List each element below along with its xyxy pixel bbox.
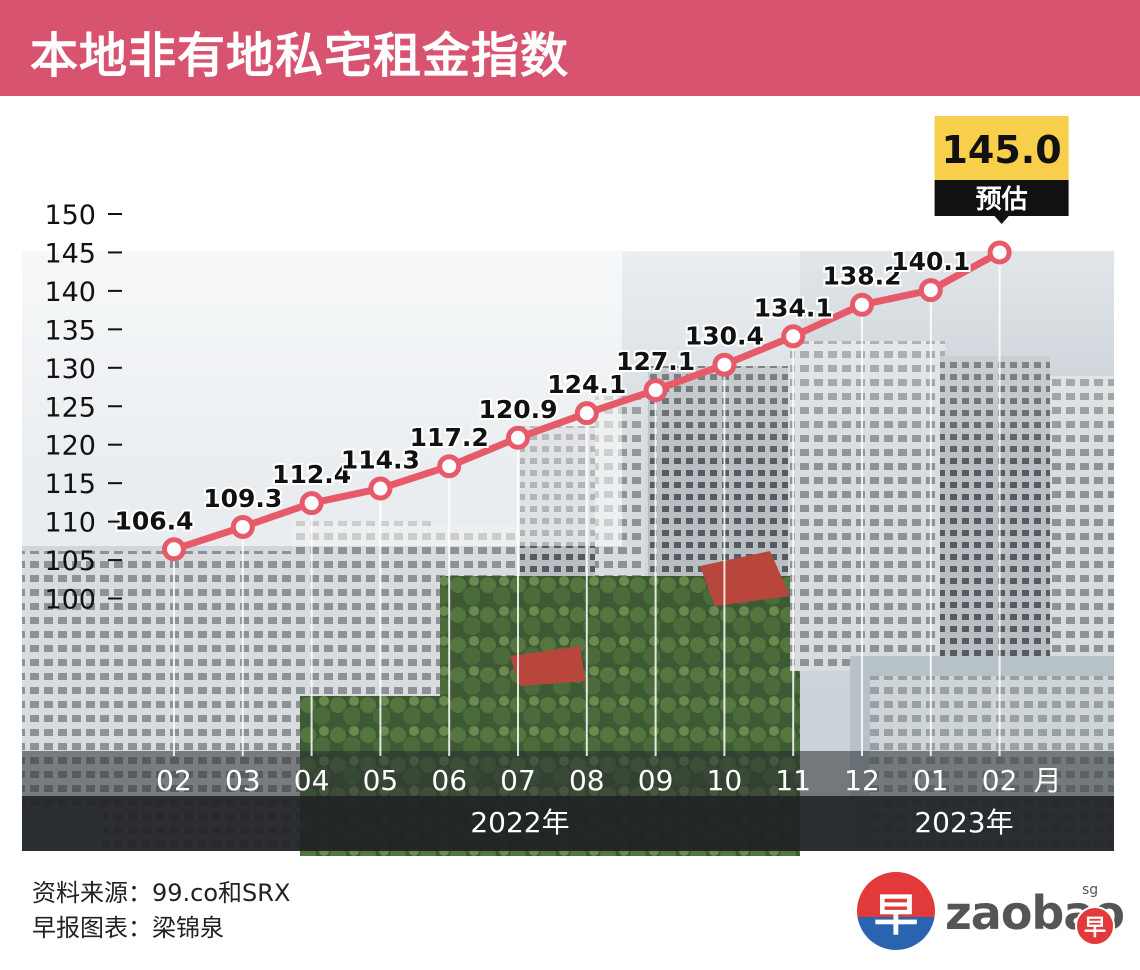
y-tick-label: 140 — [44, 277, 96, 308]
y-tick-label: 105 — [44, 546, 96, 577]
x-tick-label: 05 — [363, 764, 399, 797]
chart-title: 本地非有地私宅租金指数 — [30, 28, 570, 84]
x-unit-label: 月 — [1034, 764, 1062, 797]
year-label: 2022年 — [470, 806, 569, 839]
data-point — [643, 378, 668, 403]
data-label: 117.2 — [410, 423, 489, 452]
logo-badge-icon: 早 — [1075, 906, 1115, 946]
background-photo — [22, 96, 1114, 856]
data-point — [506, 425, 530, 450]
estimate-pointer — [993, 215, 1010, 224]
y-tick-label: 120 — [44, 431, 96, 462]
x-tick-label: 10 — [707, 764, 743, 797]
y-tick-label: 135 — [44, 315, 96, 346]
y-tick-label: 110 — [44, 508, 96, 539]
header-banner: 本地非有地私宅租金指数 — [0, 0, 1140, 96]
x-tick-label: 07 — [500, 764, 536, 797]
y-tick-label: 100 — [44, 585, 96, 616]
estimate-tag-label: 预估 — [976, 185, 1028, 215]
x-tick-label: 11 — [775, 764, 811, 797]
credit-note: 早报图表：梁锦泉 — [32, 914, 224, 942]
data-label: 127.1 — [616, 347, 695, 376]
x-tick-label: 09 — [638, 764, 674, 797]
data-label: 140.1 — [891, 247, 970, 276]
estimate-callout: 145.0 预估 — [934, 116, 1069, 224]
data-point — [368, 476, 393, 501]
data-point — [574, 401, 599, 426]
x-tick-label: 12 — [844, 764, 880, 797]
data-point — [850, 292, 874, 317]
data-label: 112.4 — [272, 460, 351, 489]
data-label: 114.3 — [341, 446, 420, 475]
y-tick-label: 145 — [44, 238, 96, 269]
estimate-value-label: 145.0 — [941, 128, 1061, 172]
year-label: 2023年 — [914, 806, 1013, 839]
data-point — [162, 537, 186, 562]
data-label: 106.4 — [114, 506, 193, 535]
y-tick-label: 130 — [44, 354, 96, 385]
data-point — [987, 240, 1012, 265]
series-line-group: 106.4 109.3112.4114.3117.2120.9124.1127.1… — [112, 240, 1012, 562]
zaobao-logo: 早 zaobao sg 早 — [857, 872, 1125, 956]
y-axis: 150 145 140 135 130 125 120 115 110 105 100 — [44, 200, 122, 616]
x-tick-label: 02 — [156, 764, 192, 797]
vertical-guides — [173, 262, 1001, 756]
x-tick-label: 03 — [225, 764, 261, 797]
y-tick-label: 115 — [44, 469, 96, 500]
zaobao-emblem-icon: 早 — [857, 872, 935, 950]
data-point — [437, 454, 462, 479]
data-label: 134.1 — [754, 293, 833, 322]
data-point — [230, 514, 255, 539]
source-note: 资料来源：99.co和SRX — [32, 879, 291, 907]
data-point — [712, 352, 737, 377]
y-tick-label: 150 — [44, 200, 96, 231]
data-point — [918, 278, 943, 303]
logo-sg-mark: sg — [1082, 882, 1099, 898]
x-tick-label: 08 — [569, 764, 605, 797]
data-label: 138.2 — [822, 262, 901, 291]
data-label: 130.4 — [685, 322, 764, 351]
data-label: 109.3 — [203, 484, 282, 513]
data-point — [299, 491, 324, 516]
y-tick-label: 125 — [44, 392, 96, 423]
x-tick-label: 06 — [431, 764, 467, 797]
x-tick-label: 01 — [913, 764, 949, 797]
data-label: 124.1 — [547, 370, 626, 399]
x-axis: 02 03 04 05 06 07 08 09 10 11 12 01 02 月 2022年 2023年 — [156, 764, 1061, 839]
x-tick-label: 02 — [982, 764, 1018, 797]
estimate-value-box — [934, 116, 1069, 180]
data-label: 120.9 — [478, 395, 557, 424]
data-point — [781, 324, 806, 349]
x-tick-label: 04 — [294, 764, 330, 797]
estimate-tag-box — [934, 180, 1069, 216]
